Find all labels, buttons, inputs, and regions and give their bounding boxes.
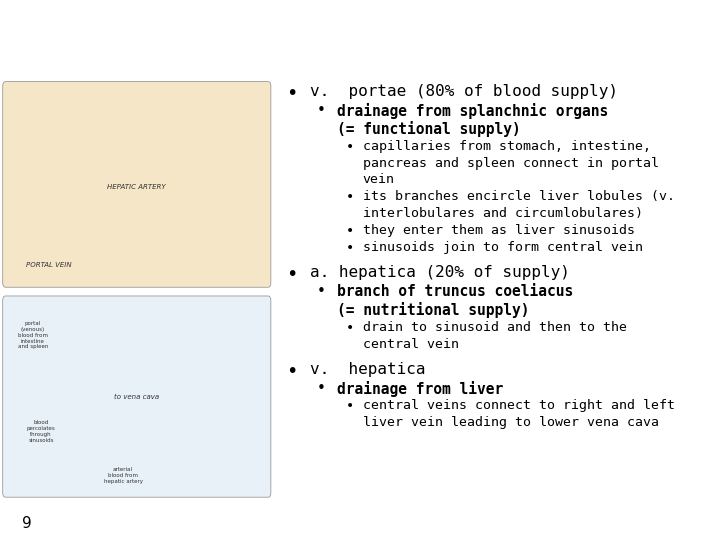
- Text: v.  portae (80% of blood supply): v. portae (80% of blood supply): [310, 84, 618, 99]
- Text: sinusoids join to form central vein: sinusoids join to form central vein: [363, 241, 643, 254]
- Text: vein: vein: [363, 173, 395, 186]
- Text: HEPATIC ARTERY: HEPATIC ARTERY: [107, 184, 166, 190]
- Text: •: •: [346, 399, 354, 413]
- Text: •: •: [346, 224, 354, 238]
- Text: drainage from splanchnic organs: drainage from splanchnic organs: [337, 103, 608, 119]
- Text: portal
(venous)
blood from
intestine
and spleen: portal (venous) blood from intestine and…: [18, 321, 48, 349]
- Text: •: •: [346, 140, 354, 154]
- Text: •: •: [286, 265, 297, 284]
- Text: •: •: [286, 84, 297, 103]
- Text: central vein: central vein: [363, 338, 459, 350]
- Text: (= nutritional supply): (= nutritional supply): [337, 302, 529, 319]
- Text: interlobulares and circumlobulares): interlobulares and circumlobulares): [363, 207, 643, 220]
- Text: a. hepatica (20% of supply): a. hepatica (20% of supply): [310, 265, 570, 280]
- Text: (= functional supply): (= functional supply): [337, 122, 521, 137]
- Text: PORTAL VEIN: PORTAL VEIN: [27, 262, 72, 268]
- FancyBboxPatch shape: [3, 296, 271, 497]
- Text: blood
percolates
through
sinusoids: blood percolates through sinusoids: [27, 420, 55, 443]
- Text: to vena cava: to vena cava: [114, 394, 159, 400]
- Text: they enter them as liver sinusoids: they enter them as liver sinusoids: [363, 224, 634, 237]
- Text: arterial
blood from
hepatic artery: arterial blood from hepatic artery: [104, 467, 143, 484]
- Text: capillaries from stomach, intestine,: capillaries from stomach, intestine,: [363, 140, 651, 153]
- Text: •: •: [286, 362, 297, 381]
- Text: liver vein leading to lower vena cava: liver vein leading to lower vena cava: [363, 416, 659, 429]
- Text: •: •: [317, 103, 326, 118]
- Text: •: •: [317, 284, 326, 299]
- Text: •: •: [346, 321, 354, 335]
- Text: 9: 9: [22, 516, 32, 531]
- FancyBboxPatch shape: [3, 82, 271, 287]
- Text: •: •: [346, 241, 354, 255]
- Text: central veins connect to right and left: central veins connect to right and left: [363, 399, 675, 412]
- Text: •: •: [346, 190, 354, 204]
- Text: pancreas and spleen connect in portal: pancreas and spleen connect in portal: [363, 157, 659, 170]
- Text: drainage from liver: drainage from liver: [337, 381, 503, 397]
- Text: branch of truncus coeliacus: branch of truncus coeliacus: [337, 284, 573, 299]
- Text: •: •: [317, 381, 326, 396]
- Text: drain to sinusoid and then to the: drain to sinusoid and then to the: [363, 321, 626, 334]
- Text: v.  hepatica: v. hepatica: [310, 362, 426, 377]
- Text: its branches encircle liver lobules (v.: its branches encircle liver lobules (v.: [363, 190, 675, 204]
- Text: Liver blood supply: Liver blood supply: [11, 17, 443, 59]
